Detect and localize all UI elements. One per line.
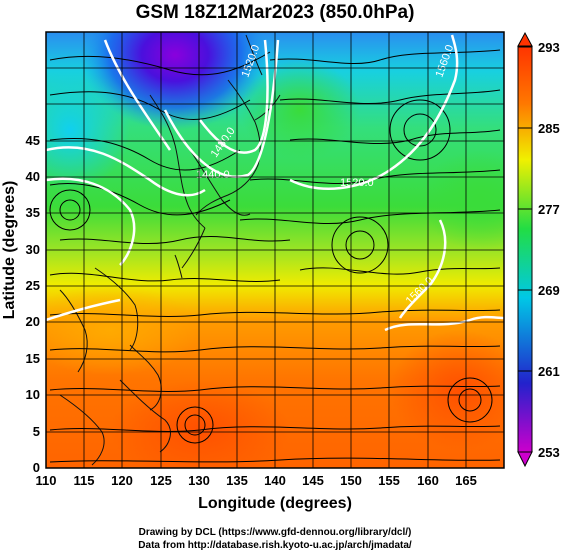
colorbar-tick-label: 285 (538, 121, 560, 136)
colorbar-tick-label: 261 (538, 364, 560, 379)
y-tick-label: 20 (26, 314, 40, 329)
red-region-east (390, 330, 504, 450)
colorbar-tick-label: 269 (538, 283, 560, 298)
x-tick-labels: 110 115 120 125 130 135 140 145 150 155 … (36, 473, 477, 488)
y-tick-label: 35 (26, 205, 40, 220)
y-tick-label: 40 (26, 169, 40, 184)
y-tick-label: 25 (26, 278, 40, 293)
x-tick-label: 140 (264, 473, 286, 488)
plot-frame (45, 31, 505, 469)
x-tick-label: 155 (378, 473, 400, 488)
green-region (240, 60, 360, 160)
x-tick-label: 125 (150, 473, 172, 488)
cold-core (80, 32, 270, 130)
contour-label: 1520.0 (340, 177, 374, 189)
red-region-south (110, 380, 290, 468)
contour-label: 1440.0 (196, 169, 230, 181)
y-tick-label: 5 (33, 424, 40, 439)
colorbar-top-arrow (517, 31, 533, 47)
y-tick-label: 15 (26, 351, 40, 366)
x-tick-label: 115 (74, 473, 95, 488)
colorbar-bottom-arrow (517, 451, 533, 468)
y-axis-label: Latitude (degrees) (1, 181, 18, 320)
orange-region (46, 285, 200, 375)
colorbar-ramp (517, 45, 533, 453)
colorbar-tick-label: 293 (538, 40, 560, 55)
height-contours (46, 34, 504, 332)
y-tick-labels: 0 5 10 15 20 25 30 35 40 45 (26, 133, 40, 475)
grid (46, 32, 504, 468)
x-axis-label: Longitude (degrees) (198, 495, 352, 512)
colorbar-tick-label: 253 (538, 445, 560, 460)
y-tick-label: 45 (26, 133, 40, 148)
streamlines (49, 49, 501, 463)
x-tick-label: 120 (111, 473, 133, 488)
colorbar: 253 261 269 277 285 293 (517, 31, 560, 468)
credit-line-2: Data from http://database.rish.kyoto-u.a… (138, 540, 412, 551)
chart-title: GSM 18Z12Mar2023 (850.0hPa) (136, 2, 415, 23)
y-tick-label: 10 (26, 387, 40, 402)
x-tick-label: 160 (417, 473, 439, 488)
x-tick-label: 145 (302, 473, 324, 488)
x-tick-label: 110 (36, 473, 57, 488)
cyan-region-west (46, 70, 130, 190)
x-tick-label: 150 (340, 473, 362, 488)
credit-line-1: Drawing by DCL (https://www.gfd-dennou.o… (139, 527, 412, 538)
x-tick-label: 135 (226, 473, 248, 488)
y-tick-label: 30 (26, 242, 40, 257)
colorbar-tick-label: 277 (538, 202, 560, 217)
plot-area: 1440.0 1480.0 1520.0 1560.0 1560.0 1520.… (46, 32, 504, 468)
x-tick-label: 130 (188, 473, 210, 488)
x-tick-label: 165 (455, 473, 477, 488)
y-tick-label: 0 (33, 460, 40, 475)
